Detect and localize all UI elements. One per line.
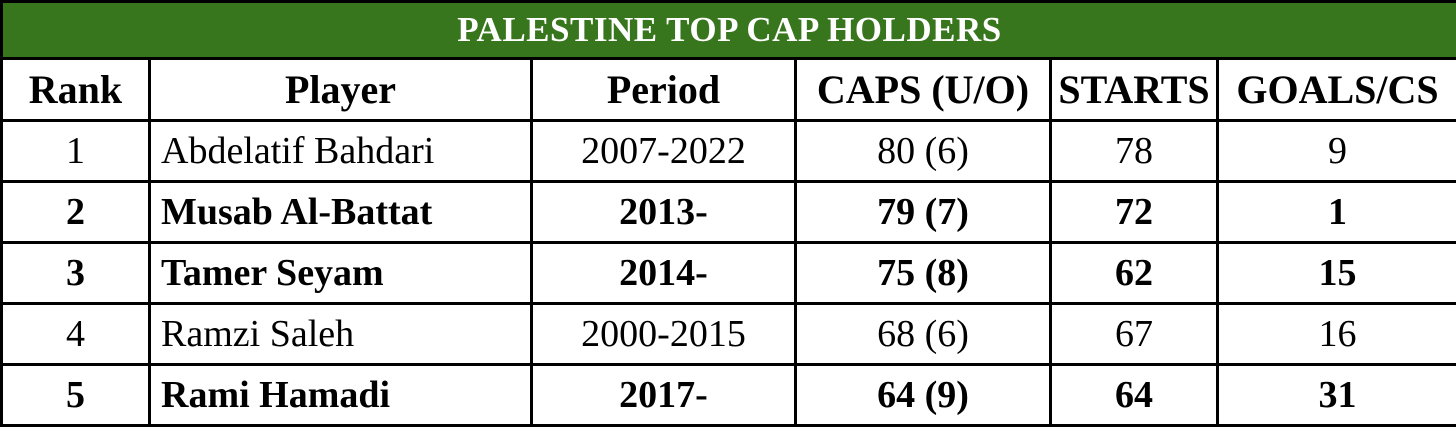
cell-period: 2000-2015 bbox=[530, 302, 797, 366]
cell-rank: 5 bbox=[0, 363, 151, 427]
cell-caps: 75 (8) bbox=[794, 241, 1052, 305]
column-header-goals: GOALS/CS bbox=[1216, 57, 1456, 122]
cell-period: 2014- bbox=[530, 241, 797, 305]
table-row: 5 Rami Hamadi 2017- 64 (9) 64 31 bbox=[0, 363, 1456, 427]
cell-caps: 64 (9) bbox=[794, 363, 1052, 427]
cell-period: 2007-2022 bbox=[530, 119, 797, 183]
cell-starts: 72 bbox=[1049, 180, 1219, 244]
cell-starts: 67 bbox=[1049, 302, 1219, 366]
cell-player: Abdelatif Bahdari bbox=[148, 119, 533, 183]
table-title: PALESTINE TOP CAP HOLDERS bbox=[0, 0, 1456, 60]
column-header-caps: CAPS (U/O) bbox=[794, 57, 1052, 122]
title-row: PALESTINE TOP CAP HOLDERS bbox=[0, 0, 1456, 60]
cell-caps: 79 (7) bbox=[794, 180, 1052, 244]
column-header-starts: STARTS bbox=[1049, 57, 1219, 122]
cell-rank: 2 bbox=[0, 180, 151, 244]
cell-starts: 64 bbox=[1049, 363, 1219, 427]
cell-period: 2017- bbox=[530, 363, 797, 427]
cell-rank: 3 bbox=[0, 241, 151, 305]
cell-period: 2013- bbox=[530, 180, 797, 244]
cell-rank: 1 bbox=[0, 119, 151, 183]
cell-player: Rami Hamadi bbox=[148, 363, 533, 427]
table-row: 1 Abdelatif Bahdari 2007-2022 80 (6) 78 … bbox=[0, 119, 1456, 183]
table-row: 4 Ramzi Saleh 2000-2015 68 (6) 67 16 bbox=[0, 302, 1456, 366]
cell-player: Tamer Seyam bbox=[148, 241, 533, 305]
cell-starts: 62 bbox=[1049, 241, 1219, 305]
column-header-rank: Rank bbox=[0, 57, 151, 122]
column-header-period: Period bbox=[530, 57, 797, 122]
cell-player: Musab Al-Battat bbox=[148, 180, 533, 244]
cell-goals-cs: 15 bbox=[1216, 241, 1456, 305]
cell-starts: 78 bbox=[1049, 119, 1219, 183]
cell-goals-cs: 9 bbox=[1216, 119, 1456, 183]
table-row: 2 Musab Al-Battat 2013- 79 (7) 72 1 bbox=[0, 180, 1456, 244]
cell-goals-cs: 1 bbox=[1216, 180, 1456, 244]
cell-player: Ramzi Saleh bbox=[148, 302, 533, 366]
cap-holders-table: PALESTINE TOP CAP HOLDERS Rank Player Pe… bbox=[0, 0, 1456, 427]
cell-goals-cs: 31 bbox=[1216, 363, 1456, 427]
header-row: Rank Player Period CAPS (U/O) STARTS GOA… bbox=[0, 57, 1456, 122]
table-row: 3 Tamer Seyam 2014- 75 (8) 62 15 bbox=[0, 241, 1456, 305]
cell-goals-cs: 16 bbox=[1216, 302, 1456, 366]
cell-caps: 80 (6) bbox=[794, 119, 1052, 183]
cell-caps: 68 (6) bbox=[794, 302, 1052, 366]
cell-rank: 4 bbox=[0, 302, 151, 366]
column-header-player: Player bbox=[148, 57, 533, 122]
